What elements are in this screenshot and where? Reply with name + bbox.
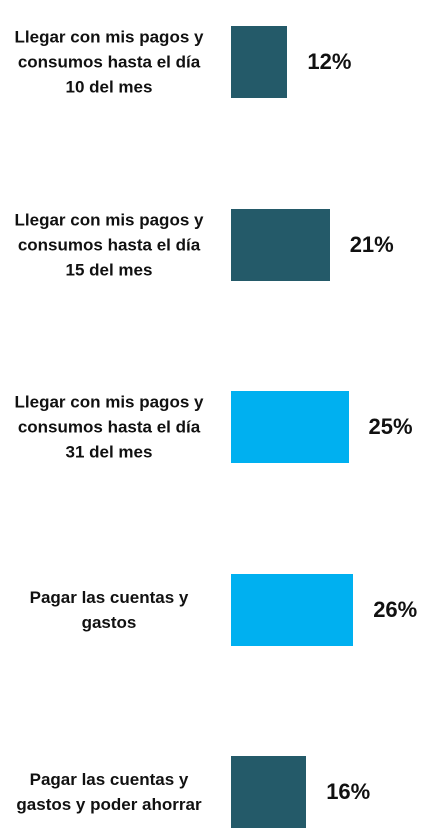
value-label: 12% <box>307 49 352 74</box>
value-label: 21% <box>349 231 394 257</box>
category-label: Llegar con mis pagos y consumos hasta el… <box>14 392 204 462</box>
bar <box>231 391 349 463</box>
value-label: 25% <box>368 414 413 439</box>
bar <box>231 573 354 646</box>
bar <box>231 208 330 281</box>
category-label: Pagar las cuentas y gastos <box>29 587 189 632</box>
category-label: Llegar con mis pagos y consumos hasta el… <box>14 210 204 279</box>
bar <box>231 756 307 828</box>
category-label: Pagar las cuentas y gastos y poder ahorr… <box>16 770 202 814</box>
value-label: 16% <box>326 779 371 804</box>
bar <box>231 26 288 98</box>
value-label: 26% <box>373 596 418 622</box>
category-label: Llegar con mis pagos y consumos hasta el… <box>14 27 204 97</box>
